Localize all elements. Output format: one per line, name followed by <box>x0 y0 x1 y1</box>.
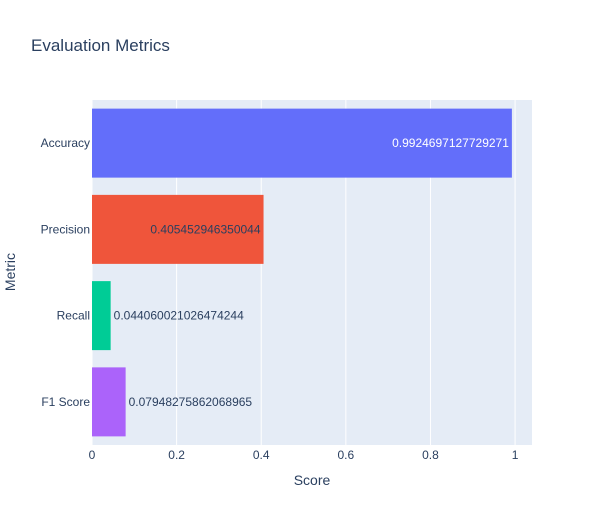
bar-f1-score[interactable] <box>92 367 126 437</box>
data-labels: 0.9924697127729271 0.405452946350044 0.044… <box>114 136 510 409</box>
x-axis-title: Score <box>294 472 331 488</box>
y-axis-ticks: Accuracy Precision Recall F1 Score <box>41 136 91 409</box>
x-tick-label: 1 <box>512 448 519 462</box>
x-axis-ticks: 0 0.2 0.4 0.6 0.8 1 <box>89 448 519 462</box>
chart-title: Evaluation Metrics <box>31 36 170 55</box>
bar-accuracy[interactable] <box>92 108 512 178</box>
y-tick-label: F1 Score <box>41 395 90 409</box>
y-tick-label: Recall <box>57 309 90 323</box>
y-tick-label: Precision <box>41 222 90 236</box>
data-label-precision: 0.405452946350044 <box>150 222 260 236</box>
data-label-recall: 0.044060021026474244 <box>114 309 244 323</box>
bar-precision[interactable] <box>92 194 264 264</box>
x-tick-label: 0.2 <box>168 448 185 462</box>
data-label-accuracy: 0.9924697127729271 <box>392 136 509 150</box>
x-tick-label: 0 <box>89 448 96 462</box>
bar-recall[interactable] <box>92 281 111 351</box>
x-tick-label: 0.4 <box>253 448 270 462</box>
y-axis-title: Metric <box>2 253 18 291</box>
bars <box>92 108 512 437</box>
y-tick-label: Accuracy <box>41 136 90 150</box>
data-label-f1-score: 0.07948275862068965 <box>129 395 253 409</box>
x-tick-label: 0.6 <box>338 448 355 462</box>
x-tick-label: 0.8 <box>422 448 439 462</box>
